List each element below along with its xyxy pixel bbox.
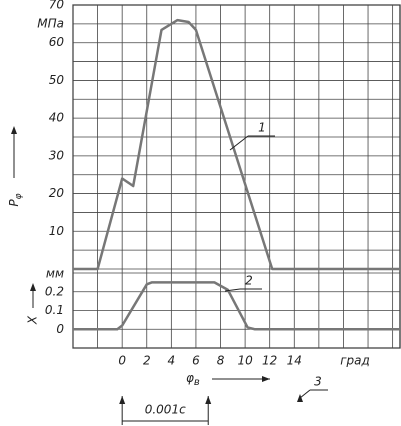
y-tick-label: 0: [56, 322, 64, 336]
y-tick-label: 20: [49, 186, 65, 200]
leader: [229, 135, 249, 151]
x-label-sub: в: [194, 377, 200, 388]
x-tick-label: 6: [192, 354, 200, 368]
arrowhead: [119, 396, 126, 404]
x-tick-label: 0: [118, 354, 126, 368]
x-tick-label: 10: [237, 354, 253, 368]
y-unit: мм: [46, 267, 64, 281]
x-label-main: φ: [186, 371, 194, 385]
x-tick-label: 4: [168, 354, 176, 368]
y-label: Pφ: [7, 193, 24, 206]
y-tick-label: 10: [49, 224, 65, 238]
x-tick-label: 14: [287, 354, 302, 368]
dimension-label: 0.001c: [145, 403, 186, 417]
leader: [224, 288, 241, 292]
y-tick-label: 70: [49, 0, 65, 12]
series-label: 1: [258, 121, 266, 135]
x-tick-label: 2: [143, 354, 151, 368]
y-tick-label: 0.2: [45, 284, 64, 298]
x-tick-label: 8: [217, 354, 225, 368]
arrowhead: [205, 396, 212, 404]
arrowhead: [30, 283, 36, 291]
y-tick-label: 30: [49, 148, 65, 162]
series-label: 2: [245, 274, 253, 288]
y-label-sub: φ: [14, 193, 24, 199]
curve: [73, 18, 400, 271]
y-label: X: [26, 315, 40, 325]
marker: [297, 394, 303, 402]
x-unit: град: [340, 354, 370, 368]
arrowhead: [11, 126, 17, 134]
y-tick-label: 50: [49, 73, 65, 87]
leader: [299, 389, 311, 399]
y-label-main: P: [7, 199, 21, 207]
x-tick-label: 12: [262, 354, 277, 368]
y-tick-label: 0.1: [45, 303, 64, 317]
y-tick-label: 40: [49, 111, 65, 125]
x-label: φв: [186, 371, 200, 389]
arrowhead: [262, 376, 270, 382]
curve: [73, 281, 400, 331]
y-tick-label: 60: [49, 35, 65, 49]
y-unit: МПа: [37, 17, 64, 31]
note-label: 3: [314, 375, 322, 389]
